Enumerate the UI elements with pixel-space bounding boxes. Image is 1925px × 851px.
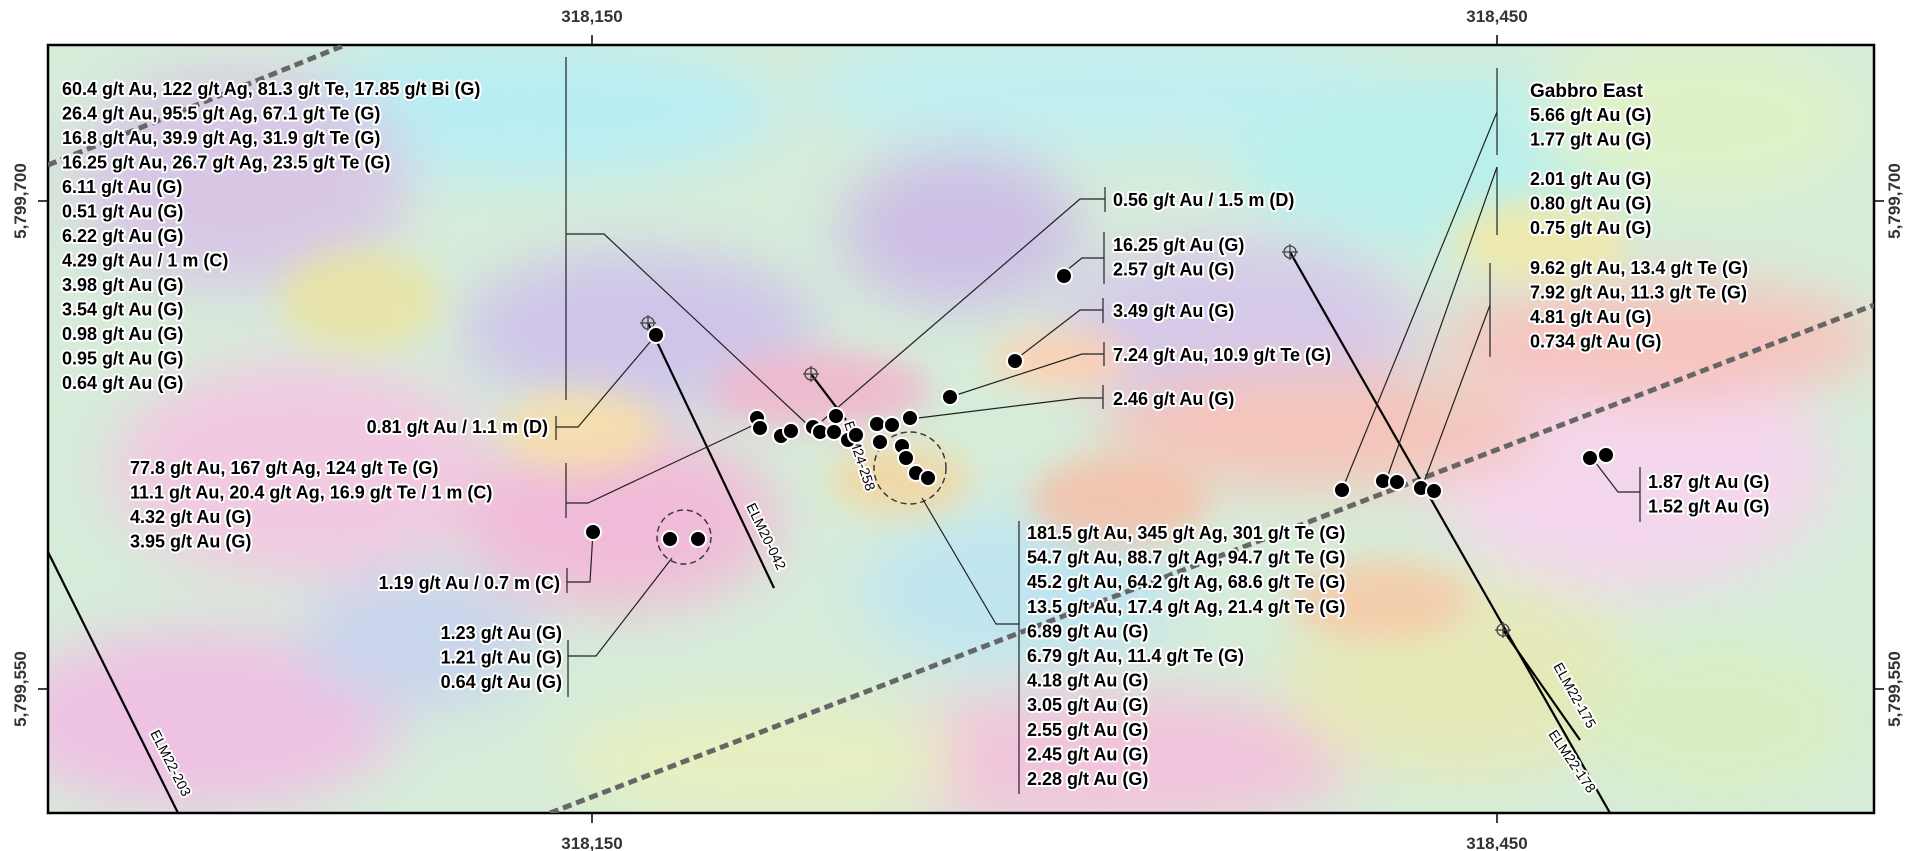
fault-lines — [48, 45, 1874, 813]
coordinate-grid-labels: 318,150 318,450 318,150 318,450 5,799,70… — [11, 7, 1904, 851]
sample-point — [584, 523, 602, 541]
assay-label: 1.52 g/t Au (G) — [1648, 497, 1769, 517]
x-tick-bottom-1: 318,150 — [561, 834, 622, 851]
drillhole-collars — [640, 244, 1511, 638]
zone-title: Gabbro East — [1530, 81, 1644, 102]
sample-point — [919, 469, 937, 487]
sample-point — [1597, 446, 1615, 464]
map-frame — [46, 43, 1876, 815]
assay-label: 4.32 g/t Au (G) — [130, 507, 251, 527]
sample-point — [1055, 267, 1073, 285]
assay-label: 0.95 g/t Au (G) — [62, 349, 183, 369]
assay-label: 1.23 g/t Au (G) — [441, 623, 562, 643]
assay-label: 60.4 g/t Au, 122 g/t Ag, 81.3 g/t Te, 17… — [62, 79, 480, 99]
collar-icon — [1495, 622, 1511, 638]
assay-label: 0.56 g/t Au / 1.5 m (D) — [1113, 190, 1294, 210]
sample-point — [1333, 481, 1351, 499]
sample-point — [661, 530, 679, 548]
sample-point — [782, 422, 800, 440]
sample-point — [825, 423, 843, 441]
x-tick-top-1: 318,150 — [561, 7, 622, 26]
sample-point — [1581, 449, 1599, 467]
assay-label: 6.89 g/t Au (G) — [1027, 621, 1148, 641]
assay-label: 5.66 g/t Au (G) — [1530, 105, 1651, 125]
assay-label: 4.29 g/t Au / 1 m (C) — [62, 251, 228, 271]
assay-label: 3.49 g/t Au (G) — [1113, 301, 1234, 321]
assay-label: 0.734 g/t Au (G) — [1530, 332, 1661, 352]
y-tick-right-1: 5,799,700 — [1885, 163, 1904, 239]
assay-labels: 60.4 g/t Au, 122 g/t Ag, 81.3 g/t Te, 17… — [60, 77, 1771, 791]
assay-label: 45.2 g/t Au, 64.2 g/t Ag, 68.6 g/t Te (G… — [1027, 572, 1345, 592]
sample-point — [751, 419, 769, 437]
assay-label: 181.5 g/t Au, 345 g/t Ag, 301 g/t Te (G) — [1027, 523, 1345, 543]
assay-label: 77.8 g/t Au, 167 g/t Ag, 124 g/t Te (G) — [130, 458, 438, 478]
y-tick-right-2: 5,799,550 — [1885, 651, 1904, 727]
sample-point — [1006, 352, 1024, 370]
highlight-circles — [656, 431, 947, 565]
leader-lines — [555, 57, 1641, 794]
sample-point — [827, 407, 845, 425]
sample-point — [897, 449, 915, 467]
assay-label: 16.8 g/t Au, 39.9 g/t Ag, 31.9 g/t Te (G… — [62, 128, 380, 148]
collar-icon — [803, 366, 819, 382]
assay-label: 7.92 g/t Au, 11.3 g/t Te (G) — [1530, 283, 1747, 303]
assay-label: 6.11 g/t Au (G) — [62, 177, 182, 197]
assay-label: 4.18 g/t Au (G) — [1027, 671, 1148, 691]
y-tick-left-1: 5,799,700 — [11, 163, 30, 239]
sample-point — [1388, 473, 1406, 491]
y-tick-left-2: 5,799,550 — [11, 651, 30, 727]
assay-label: 0.64 g/t Au (G) — [441, 672, 562, 692]
assay-label: 54.7 g/t Au, 88.7 g/t Ag, 94.7 g/t Te (G… — [1027, 548, 1345, 568]
collar-icon — [1282, 244, 1298, 260]
assay-label: 16.25 g/t Au (G) — [1113, 235, 1244, 255]
assay-label: 7.24 g/t Au, 10.9 g/t Te (G) — [1113, 345, 1331, 365]
sample-point — [647, 326, 665, 344]
sample-point — [941, 388, 959, 406]
assay-label: 2.45 g/t Au (G) — [1027, 744, 1148, 764]
sample-point — [847, 426, 865, 444]
sample-points — [584, 267, 1615, 548]
assay-label: 16.25 g/t Au, 26.7 g/t Ag, 23.5 g/t Te (… — [62, 153, 390, 173]
sample-point — [901, 409, 919, 427]
assay-label: 2.46 g/t Au (G) — [1113, 389, 1234, 409]
drillhole-traces — [48, 251, 1611, 813]
assay-label: 1.19 g/t Au / 0.7 m (C) — [379, 573, 560, 593]
assay-label: 1.87 g/t Au (G) — [1648, 472, 1769, 492]
assay-label: 3.95 g/t Au (G) — [130, 532, 251, 552]
geophysics-background — [48, 45, 1874, 813]
sample-point — [868, 415, 886, 433]
assay-label: 3.98 g/t Au (G) — [62, 275, 183, 295]
assay-label: 0.64 g/t Au (G) — [62, 373, 183, 393]
assay-label: 0.81 g/t Au / 1.1 m (D) — [367, 417, 548, 437]
assay-label: 2.57 g/t Au (G) — [1113, 260, 1234, 280]
sample-point — [883, 416, 901, 434]
assay-label: 6.79 g/t Au, 11.4 g/t Te (G) — [1027, 646, 1244, 666]
assay-label: 0.51 g/t Au (G) — [62, 202, 183, 222]
sample-point — [1425, 482, 1443, 500]
assay-label: 26.4 g/t Au, 95.5 g/t Ag, 67.1 g/t Te (G… — [62, 104, 380, 124]
assay-label: 3.54 g/t Au (G) — [62, 300, 183, 320]
assay-label: 0.75 g/t Au (G) — [1530, 218, 1651, 238]
sample-point — [689, 530, 707, 548]
collar-icon — [640, 315, 656, 331]
x-tick-bottom-2: 318,450 — [1466, 834, 1527, 851]
assay-label: 11.1 g/t Au, 20.4 g/t Ag, 16.9 g/t Te / … — [130, 483, 492, 503]
assay-label: 0.98 g/t Au (G) — [62, 324, 183, 344]
assay-label: 1.21 g/t Au (G) — [441, 648, 562, 668]
assay-label: 2.55 g/t Au (G) — [1027, 720, 1148, 740]
assay-label: 1.77 g/t Au (G) — [1530, 130, 1651, 150]
assay-label: 6.22 g/t Au (G) — [62, 226, 183, 246]
assay-label: 2.01 g/t Au (G) — [1530, 169, 1651, 189]
assay-label: 3.05 g/t Au (G) — [1027, 695, 1148, 715]
assay-label: 4.81 g/t Au (G) — [1530, 307, 1651, 327]
assay-label: 2.28 g/t Au (G) — [1027, 769, 1148, 789]
assay-label: 0.80 g/t Au (G) — [1530, 194, 1651, 214]
x-tick-top-2: 318,450 — [1466, 7, 1527, 26]
sample-point — [871, 433, 889, 451]
assay-label: 13.5 g/t Au, 17.4 g/t Ag, 21.4 g/t Te (G… — [1027, 597, 1345, 617]
assay-label: 9.62 g/t Au, 13.4 g/t Te (G) — [1530, 258, 1748, 278]
